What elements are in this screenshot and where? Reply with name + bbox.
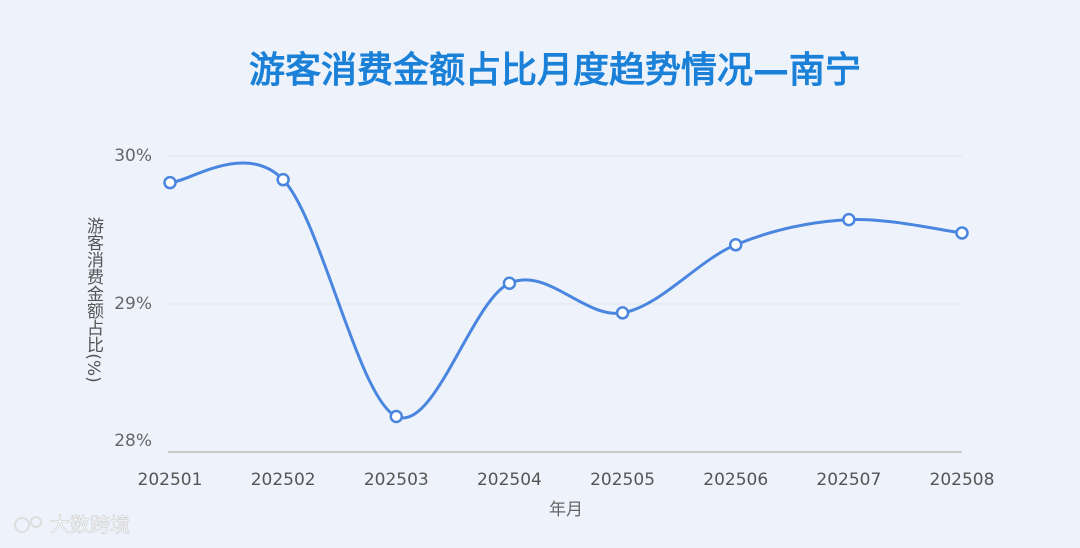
- y-tick-label: 30%: [114, 146, 152, 166]
- point: [502, 276, 517, 291]
- x-tick-label: 202503: [364, 470, 429, 490]
- line: [169, 161, 963, 420]
- x-tick-label: 202502: [251, 470, 316, 490]
- chart-title: 游客消费金额占比月度趋势情况—南宁: [249, 49, 861, 91]
- point: [842, 212, 856, 227]
- x-tick-label: 202508: [930, 470, 995, 490]
- x-tick-label: 202504: [477, 470, 542, 490]
- x-axis-label: 年月: [549, 500, 583, 520]
- point: [389, 409, 404, 424]
- point: [615, 306, 630, 320]
- x-tick-label: 202501: [138, 470, 203, 490]
- y-axis-label: 游客消费金额占比(%): [83, 217, 104, 382]
- point: [955, 226, 969, 240]
- point: [163, 175, 177, 190]
- watermark: 大数跨境: [50, 513, 130, 537]
- x-tick-label: 202506: [703, 470, 768, 490]
- watermark-icon: [14, 516, 42, 533]
- y-tick-label: 29%: [114, 294, 152, 314]
- point: [276, 172, 290, 187]
- x-tick-label: 202507: [816, 470, 881, 490]
- x-tick-label: 202505: [590, 470, 655, 490]
- point: [728, 238, 743, 252]
- y-tick-label: 28%: [114, 431, 152, 451]
